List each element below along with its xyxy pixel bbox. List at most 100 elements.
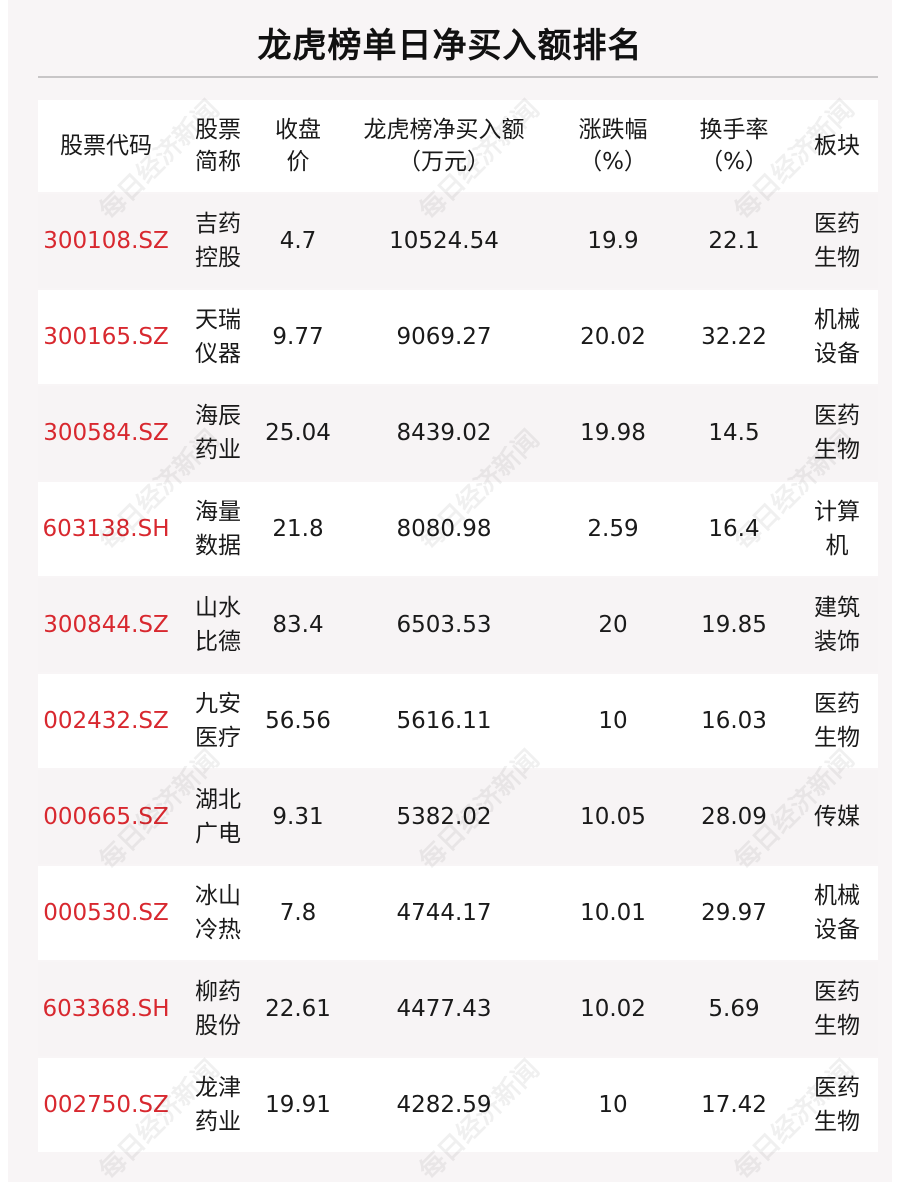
- stock-name-cell: 海辰药业: [174, 386, 262, 480]
- net-buy-amount: 5382.02: [396, 804, 492, 830]
- stock-name: 龙津药业: [194, 1075, 241, 1135]
- change-pct: 10.05: [580, 804, 646, 830]
- turnover-pct-cell: 28.09: [672, 770, 796, 864]
- stock-name-cell: 龙津药业: [174, 1058, 262, 1152]
- sector: 传媒: [813, 804, 860, 830]
- net-buy-amount: 8080.98: [396, 516, 492, 542]
- turnover-pct: 14.5: [708, 420, 760, 446]
- stock-name-cell: 冰山冷热: [174, 866, 262, 960]
- sector-cell: 计算机: [796, 482, 878, 576]
- change-pct: 20.02: [580, 324, 646, 350]
- change-pct: 10: [598, 1092, 628, 1118]
- turnover-pct-cell: 19.85: [672, 578, 796, 672]
- sector-cell: 建筑装饰: [796, 578, 878, 672]
- net-buy-amount: 10524.54: [389, 228, 499, 254]
- stock-name-cell: 山水比德: [174, 578, 262, 672]
- column-header-line: 板块: [814, 133, 860, 159]
- change-pct: 20: [598, 612, 628, 638]
- turnover-pct: 28.09: [701, 804, 767, 830]
- change-pct-cell: 20.02: [554, 290, 672, 384]
- sector-cell: 机械设备: [796, 866, 878, 960]
- close-price: 83.4: [272, 612, 324, 638]
- turnover-pct-cell: 16.4: [672, 482, 796, 576]
- net-buy-amount-cell: 4744.17: [334, 866, 554, 960]
- column-header-line: （%）: [579, 149, 647, 175]
- net-buy-amount-cell: 6503.53: [334, 578, 554, 672]
- turnover-pct-cell: 16.03: [672, 674, 796, 768]
- sector: 计算机: [813, 499, 860, 559]
- stock-name-cell: 九安医疗: [174, 674, 262, 768]
- table-row: 300584.SZ 海辰药业 25.04 8439.02 19.98 14.5 医药生物: [38, 386, 878, 480]
- column-header: 换手率 （%）: [672, 100, 796, 192]
- stock-code-cell: 300108.SZ: [38, 194, 174, 288]
- stock-name: 冰山冷热: [194, 883, 241, 943]
- column-header: 股票 简称: [174, 100, 262, 192]
- turnover-pct-cell: 17.42: [672, 1058, 796, 1152]
- net-buy-amount: 8439.02: [396, 420, 492, 446]
- turnover-pct: 16.4: [708, 516, 760, 542]
- column-header: 板块: [796, 100, 878, 192]
- turnover-pct-cell: 29.97: [672, 866, 796, 960]
- change-pct: 19.98: [580, 420, 646, 446]
- stock-code-cell: 002432.SZ: [38, 674, 174, 768]
- stock-code-cell: 603138.SH: [38, 482, 174, 576]
- column-header: 涨跌幅 （%）: [554, 100, 672, 192]
- close-price-cell: 83.4: [262, 578, 334, 672]
- sector: 医药生物: [813, 403, 860, 463]
- table-row: 000665.SZ 湖北广电 9.31 5382.02 10.05 28.09 传媒: [38, 770, 878, 864]
- net-buy-amount: 9069.27: [396, 324, 492, 350]
- close-price-cell: 22.61: [262, 962, 334, 1056]
- close-price: 7.8: [279, 900, 317, 926]
- stock-code-cell: 300584.SZ: [38, 386, 174, 480]
- table-row: 300844.SZ 山水比德 83.4 6503.53 20 19.85 建筑装饰: [38, 578, 878, 672]
- stock-name-cell: 湖北广电: [174, 770, 262, 864]
- net-buy-amount-cell: 4282.59: [334, 1058, 554, 1152]
- stock-name: 海辰药业: [194, 403, 241, 463]
- table-row: 002432.SZ 九安医疗 56.56 5616.11 10 16.03 医药生物: [38, 674, 878, 768]
- column-header-line: 价: [286, 149, 310, 175]
- net-buy-amount: 4744.17: [396, 900, 492, 926]
- table-row: 000530.SZ 冰山冷热 7.8 4744.17 10.01 29.97 机械设备: [38, 866, 878, 960]
- sector-cell: 传媒: [796, 770, 878, 864]
- sector-cell: 医药生物: [796, 962, 878, 1056]
- sector: 医药生物: [813, 1075, 860, 1135]
- change-pct-cell: 10: [554, 674, 672, 768]
- change-pct-cell: 2.59: [554, 482, 672, 576]
- close-price: 56.56: [265, 708, 331, 734]
- sector-cell: 医药生物: [796, 1058, 878, 1152]
- change-pct-cell: 19.98: [554, 386, 672, 480]
- close-price: 22.61: [265, 996, 331, 1022]
- close-price: 9.31: [272, 804, 324, 830]
- net-buy-amount-cell: 4477.43: [334, 962, 554, 1056]
- stock-code: 002432.SZ: [43, 708, 169, 734]
- close-price-cell: 4.7: [262, 194, 334, 288]
- page-title: 龙虎榜单日净买入额排名: [257, 26, 643, 66]
- net-buy-amount: 5616.11: [396, 708, 492, 734]
- turnover-pct: 32.22: [701, 324, 767, 350]
- change-pct: 10.02: [580, 996, 646, 1022]
- stock-code-cell: 603368.SH: [38, 962, 174, 1056]
- close-price-cell: 9.77: [262, 290, 334, 384]
- turnover-pct-cell: 5.69: [672, 962, 796, 1056]
- close-price-cell: 9.31: [262, 770, 334, 864]
- turnover-pct: 17.42: [701, 1092, 767, 1118]
- column-header-line: 换手率: [699, 117, 769, 143]
- turnover-pct: 16.03: [701, 708, 767, 734]
- stock-code: 603138.SH: [42, 516, 170, 542]
- stock-code-cell: 300844.SZ: [38, 578, 174, 672]
- close-price: 4.7: [279, 228, 317, 254]
- column-header-line: （%）: [700, 149, 768, 175]
- close-price: 19.91: [265, 1092, 331, 1118]
- net-buy-amount: 6503.53: [396, 612, 492, 638]
- stock-code: 300844.SZ: [43, 612, 169, 638]
- stock-code: 603368.SH: [42, 996, 170, 1022]
- change-pct: 10: [598, 708, 628, 734]
- stock-name: 天瑞仪器: [194, 307, 241, 367]
- stock-name: 海量数据: [194, 499, 241, 559]
- stock-name: 吉药控股: [194, 211, 241, 271]
- stock-code: 000530.SZ: [43, 900, 169, 926]
- net-buy-amount-cell: 9069.27: [334, 290, 554, 384]
- stock-code-cell: 000665.SZ: [38, 770, 174, 864]
- change-pct: 10.01: [580, 900, 646, 926]
- ranking-table: 股票代码 股票 简称 收盘价龙虎榜净买入额 （万元） 涨跌幅 （%） 换手率 （%） 板块 300…: [38, 98, 878, 1154]
